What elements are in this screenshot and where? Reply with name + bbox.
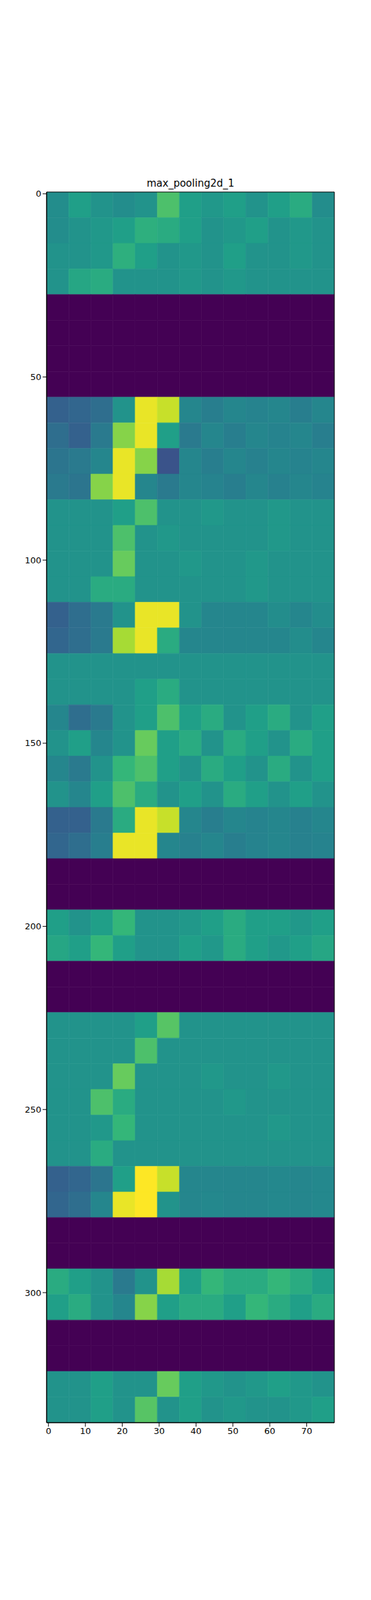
svg-text:0: 0	[45, 1424, 52, 1435]
svg-text:0: 0	[35, 188, 42, 199]
svg-text:30: 30	[153, 1424, 166, 1435]
svg-text:200: 200	[24, 920, 42, 931]
html-text:max_pooling2d_1: max_pooling2d_1	[146, 177, 235, 190]
svg-text:250: 250	[24, 1103, 42, 1114]
svg-text:10: 10	[79, 1424, 92, 1435]
svg-text:150: 150	[24, 737, 42, 748]
svg-text:60: 60	[264, 1424, 276, 1435]
svg-text:40: 40	[190, 1424, 202, 1435]
svg-text:50: 50	[29, 371, 42, 382]
svg-text:100: 100	[24, 554, 42, 565]
svg-text:300: 300	[24, 1286, 42, 1297]
svg-text:70: 70	[301, 1424, 313, 1435]
svg-text:50: 50	[227, 1424, 239, 1435]
svg-text:20: 20	[116, 1424, 128, 1435]
